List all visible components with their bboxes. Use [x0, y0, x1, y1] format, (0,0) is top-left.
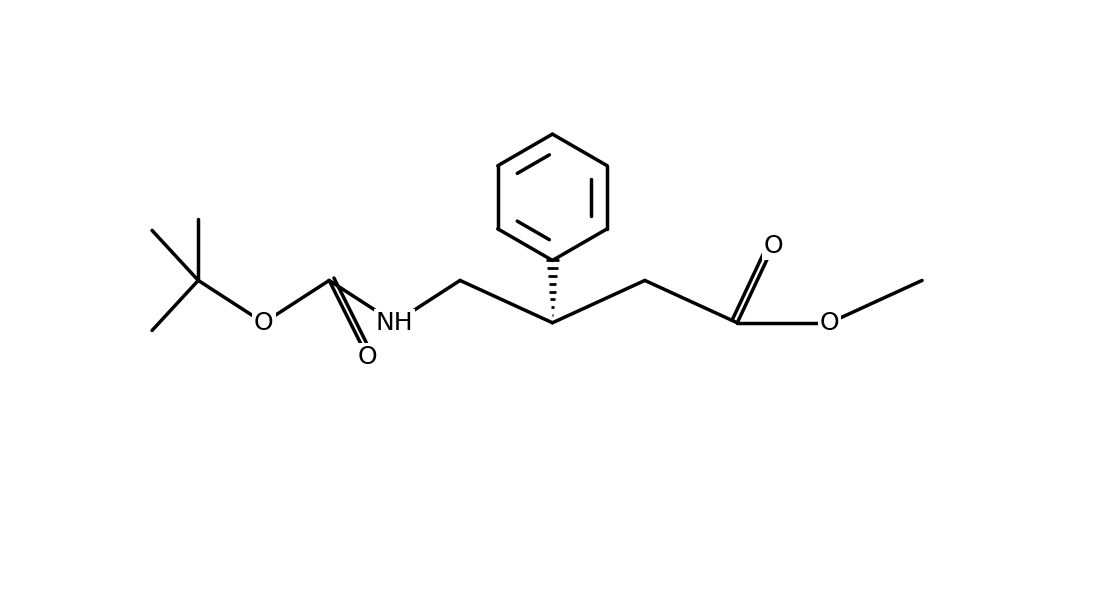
Text: O: O [358, 346, 378, 370]
Text: O: O [764, 234, 784, 258]
Text: O: O [253, 311, 273, 335]
Text: NH: NH [376, 311, 413, 335]
Text: O: O [820, 311, 840, 335]
